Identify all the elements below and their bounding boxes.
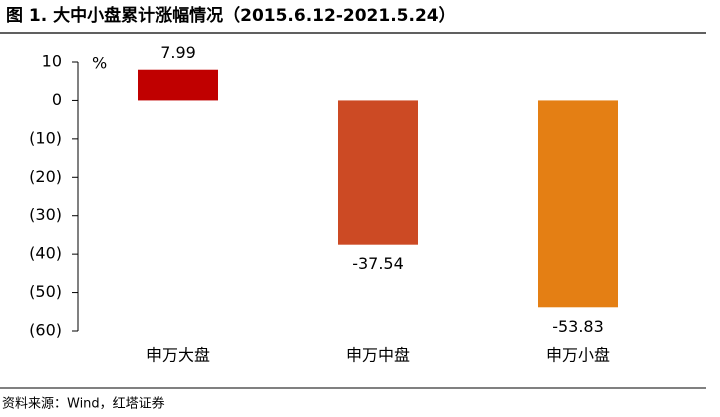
y-tick-label: (10) bbox=[29, 128, 62, 147]
y-tick-label: (50) bbox=[29, 282, 62, 301]
value-label: -53.83 bbox=[552, 317, 604, 336]
y-tick-label: (60) bbox=[29, 321, 62, 340]
bar bbox=[138, 69, 218, 101]
x-tick-label: 申万大盘 bbox=[146, 346, 210, 365]
bar bbox=[538, 100, 618, 308]
chart-title: 图 1. 大中小盘累计涨幅情况（2015.6.12-2021.5.24） bbox=[6, 5, 456, 26]
y-tick-label: 0 bbox=[52, 90, 62, 109]
source-note: 资料来源：Wind，红塔证券 bbox=[2, 396, 165, 412]
value-label: 7.99 bbox=[160, 43, 196, 62]
x-tick-label: 申万小盘 bbox=[546, 346, 610, 365]
y-unit: % bbox=[92, 54, 107, 73]
y-tick-label: 10 bbox=[42, 52, 62, 71]
y-tick-label: (40) bbox=[29, 244, 62, 263]
x-tick-label: 申万中盘 bbox=[346, 346, 410, 365]
y-tick-label: (20) bbox=[29, 167, 62, 186]
value-label: -37.54 bbox=[352, 254, 404, 273]
y-tick-label: (30) bbox=[29, 205, 62, 224]
bar bbox=[338, 100, 418, 245]
